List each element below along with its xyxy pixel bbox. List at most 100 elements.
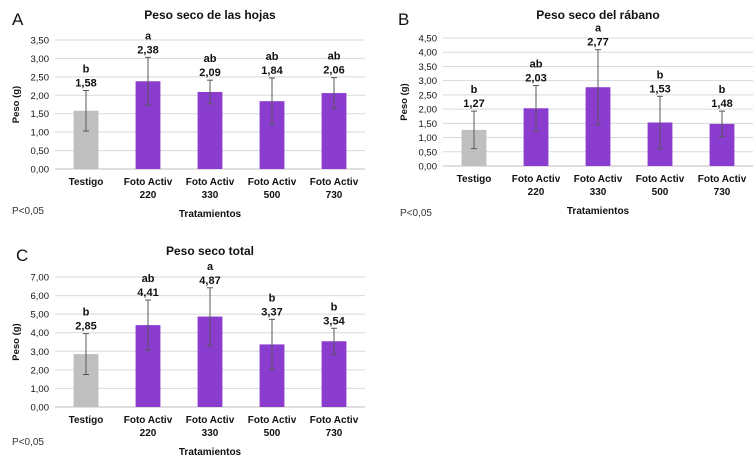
x-tick-label: Foto Activ xyxy=(574,174,623,185)
x-tick-label: Foto Activ xyxy=(310,415,359,426)
footnote: P<0,05 xyxy=(12,437,44,448)
significance-letter: ab xyxy=(142,273,155,285)
y-tick-label: 2,50 xyxy=(31,72,50,83)
significance-letter: b xyxy=(269,292,276,304)
significance-letter: ab xyxy=(328,51,341,63)
y-tick-label: 5,00 xyxy=(31,310,50,321)
significance-letter: b xyxy=(83,307,90,319)
significance-letter: ab xyxy=(530,59,543,71)
y-tick-label: 0,50 xyxy=(419,147,438,158)
x-tick-label: Foto Activ xyxy=(124,415,173,426)
chart-b: 0,00 0,50 1,00 1,50 2,00 2,50 3,00 3,50 4,00 4,50… xyxy=(399,8,753,217)
y-tick-label: 0,00 xyxy=(419,162,438,173)
x-tick-label: Foto Activ xyxy=(698,174,747,185)
significance-letter: a xyxy=(145,30,152,42)
data-label: 2,03 xyxy=(525,73,546,85)
chart-panel-a: A 0,00 0,50 1,00 1,50 2,00 2,50 3,00 3,50 Peso s… xyxy=(0,0,378,229)
data-label: 1,53 xyxy=(649,83,670,95)
data-label: 1,84 xyxy=(261,65,283,77)
chart-panel-c: C 0,00 1,00 2,00 3,00 4,00 5,00 6,00 7,00 Peso s… xyxy=(0,230,378,459)
x-tick-label: 330 xyxy=(202,190,219,201)
y-tick-label: 3,00 xyxy=(31,54,50,65)
x-tick-label: 730 xyxy=(326,190,343,201)
y-tick-label: 1,50 xyxy=(419,119,438,130)
chart-a: 0,00 0,50 1,00 1,50 2,00 2,50 3,00 3,50 Peso sec… xyxy=(11,8,365,220)
x-axis-label: Tratamientos xyxy=(567,206,630,217)
x-tick-label: Testigo xyxy=(69,177,104,188)
x-tick-label: 220 xyxy=(528,187,545,198)
y-tick-label: 4,00 xyxy=(31,328,50,339)
y-axis-label: Peso (g) xyxy=(399,83,410,120)
panel-letter: B xyxy=(398,10,410,29)
x-axis-label: Tratamientos xyxy=(179,209,242,220)
chart-panel-b: B 0,00 0,50 1,00 1,50 2,00 2,50 3,00 3,50 4,00 4,… xyxy=(378,0,756,229)
bar xyxy=(197,91,223,169)
data-label: 1,27 xyxy=(463,98,484,110)
significance-letter: b xyxy=(657,69,664,81)
x-tick-label: 330 xyxy=(202,428,219,439)
x-tick-label: 500 xyxy=(652,187,669,198)
y-axis-label: Peso (g) xyxy=(11,323,22,360)
x-axis-label: Tratamientos xyxy=(179,447,242,458)
y-tick-label: 6,00 xyxy=(31,291,50,302)
x-tick-label: 730 xyxy=(714,187,731,198)
chart-c: 0,00 1,00 2,00 3,00 4,00 5,00 6,00 7,00 Peso sec… xyxy=(11,244,365,458)
data-label: 2,77 xyxy=(587,37,608,49)
y-tick-label: 0,00 xyxy=(31,403,50,414)
y-tick-label: 2,00 xyxy=(31,91,50,102)
x-tick-label: 500 xyxy=(264,428,281,439)
chart-title: Peso seco del rábano xyxy=(536,8,659,22)
x-tick-label: 730 xyxy=(326,428,343,439)
x-tick-label: Testigo xyxy=(69,415,104,426)
significance-letter: ab xyxy=(266,51,279,63)
data-label: 4,87 xyxy=(199,275,220,287)
y-tick-label: 3,50 xyxy=(419,62,438,73)
significance-letter: a xyxy=(595,23,602,35)
x-tick-label: Foto Activ xyxy=(636,174,685,185)
x-tick-label: Foto Activ xyxy=(512,174,561,185)
y-tick-label: 1,00 xyxy=(31,384,50,395)
y-tick-label: 2,00 xyxy=(31,365,50,376)
x-tick-label: Foto Activ xyxy=(124,177,173,188)
y-tick-label: 0,00 xyxy=(31,165,50,176)
significance-letter: b xyxy=(471,84,478,96)
x-tick-label: Testigo xyxy=(457,174,492,185)
y-tick-label: 1,00 xyxy=(419,133,438,144)
x-tick-label: 220 xyxy=(140,190,157,201)
chart-title: Peso seco total xyxy=(166,244,254,258)
y-tick-label: 4,50 xyxy=(419,34,438,45)
data-label: 2,85 xyxy=(75,321,96,333)
data-label: 3,37 xyxy=(261,306,282,318)
y-tick-label: 3,00 xyxy=(419,76,438,87)
y-tick-label: 2,50 xyxy=(419,90,438,101)
y-tick-label: 3,00 xyxy=(31,347,50,358)
significance-letter: ab xyxy=(204,53,217,65)
x-tick-label: Foto Activ xyxy=(248,415,297,426)
y-tick-label: 1,50 xyxy=(31,109,50,120)
footnote: P<0,05 xyxy=(400,208,432,219)
x-tick-label: 500 xyxy=(264,190,281,201)
data-label: 1,48 xyxy=(711,98,732,110)
chart-title: Peso seco de las hojas xyxy=(144,8,276,22)
x-tick-label: 330 xyxy=(590,187,607,198)
panel-letter: A xyxy=(12,10,24,29)
panel-letter: C xyxy=(16,246,29,265)
x-tick-label: Foto Activ xyxy=(248,177,297,188)
y-axis-label: Peso (g) xyxy=(11,86,22,123)
significance-letter: a xyxy=(207,261,214,273)
data-label: 2,38 xyxy=(137,44,158,56)
data-label: 2,09 xyxy=(199,67,220,79)
significance-letter: b xyxy=(719,84,726,96)
y-tick-label: 4,00 xyxy=(419,48,438,59)
significance-letter: b xyxy=(83,63,90,75)
y-tick-label: 0,50 xyxy=(31,146,50,157)
data-label: 3,54 xyxy=(323,315,345,327)
data-label: 1,58 xyxy=(75,77,96,89)
y-tick-label: 7,00 xyxy=(31,273,50,284)
x-tick-label: Foto Activ xyxy=(310,177,359,188)
y-tick-label: 1,00 xyxy=(31,128,50,139)
y-tick-label: 2,00 xyxy=(419,105,438,116)
data-label: 4,41 xyxy=(137,287,158,299)
footnote: P<0,05 xyxy=(12,206,44,217)
x-tick-label: Foto Activ xyxy=(186,177,235,188)
